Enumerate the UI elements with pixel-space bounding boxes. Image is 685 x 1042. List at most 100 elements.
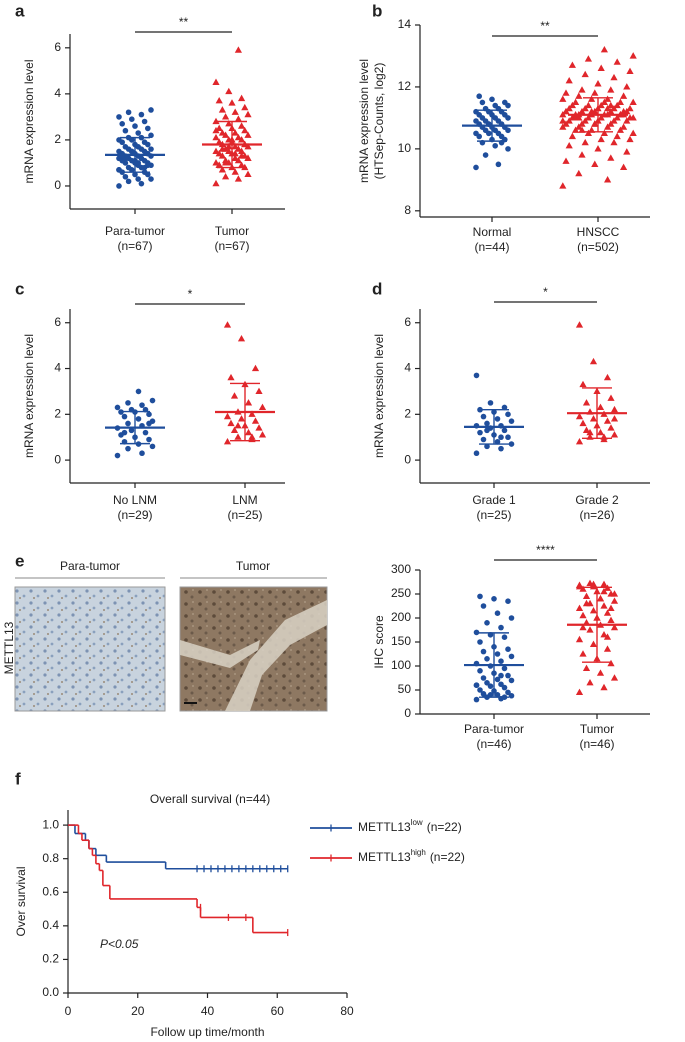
data-point	[135, 388, 142, 395]
data-point	[148, 176, 154, 182]
legend-superscript: low	[411, 818, 423, 827]
data-point	[607, 604, 615, 611]
data-point	[508, 677, 515, 684]
data-point	[244, 399, 253, 406]
data-point	[227, 419, 235, 427]
data-point	[591, 89, 599, 96]
data-point	[215, 96, 223, 104]
data-point	[218, 129, 226, 136]
data-point	[129, 148, 135, 155]
data-point	[139, 450, 145, 457]
y-tick-label: 0	[404, 452, 411, 466]
data-point	[122, 144, 129, 150]
data-point	[575, 114, 583, 121]
data-point	[484, 680, 490, 686]
data-point	[610, 405, 619, 413]
data-point	[125, 109, 132, 116]
data-point	[231, 108, 239, 115]
data-point	[223, 412, 232, 420]
n-label: (n=44)	[474, 240, 509, 254]
y-tick-label: 250	[391, 586, 411, 600]
x-tick-label: 0	[65, 1004, 72, 1018]
data-point	[501, 427, 508, 434]
data-point	[626, 67, 634, 75]
data-point	[141, 118, 148, 125]
data-point	[218, 152, 226, 159]
data-point	[568, 132, 576, 140]
data-point	[119, 121, 125, 127]
data-point	[231, 143, 239, 150]
data-point	[234, 433, 242, 440]
legend-n: (n=22)	[427, 820, 462, 834]
data-point	[610, 597, 619, 604]
data-point	[586, 679, 594, 686]
data-point	[484, 420, 490, 427]
data-point	[596, 403, 605, 411]
data-point	[594, 145, 602, 152]
data-point	[594, 80, 602, 87]
data-point	[231, 168, 239, 175]
data-point	[626, 104, 634, 112]
data-point	[589, 415, 598, 422]
data-point	[498, 672, 504, 679]
data-point	[596, 595, 605, 602]
data-point	[255, 424, 263, 431]
data-point	[218, 145, 226, 152]
y-tick-label: 6	[404, 315, 411, 329]
data-point	[128, 427, 135, 434]
n-label: (n=25)	[227, 508, 262, 522]
data-point	[223, 321, 232, 328]
data-point	[575, 688, 584, 695]
data-point	[212, 133, 220, 141]
data-point	[604, 95, 612, 102]
data-point	[579, 650, 587, 657]
data-point	[125, 400, 131, 406]
data-point	[586, 626, 594, 633]
y-tick-label: 0.4	[42, 918, 59, 932]
data-point	[135, 130, 141, 136]
data-point	[629, 114, 637, 121]
data-point	[575, 169, 583, 177]
data-point	[579, 623, 587, 631]
data-point	[122, 173, 129, 180]
data-point	[575, 321, 584, 328]
category-label: Grade 2	[575, 493, 619, 507]
y-tick-label: 4	[54, 86, 61, 100]
data-point	[473, 118, 479, 124]
data-point	[477, 687, 483, 693]
data-point	[146, 420, 152, 427]
data-point	[600, 602, 608, 609]
data-point	[480, 603, 487, 609]
data-point	[212, 78, 220, 85]
y-tick-label: 200	[391, 610, 411, 624]
data-point	[498, 434, 504, 441]
data-point	[575, 604, 584, 611]
data-point	[141, 164, 148, 171]
data-point	[575, 92, 583, 99]
stroma	[180, 600, 327, 711]
n-label: (n=67)	[117, 239, 152, 253]
data-point	[116, 114, 122, 120]
data-point	[607, 101, 615, 109]
data-point	[613, 58, 621, 65]
y-tick-label: 300	[391, 562, 411, 576]
y-tick-label: 50	[398, 682, 412, 696]
panel-letter: b	[372, 1, 382, 20]
significance-label: *	[543, 285, 548, 299]
data-point	[230, 392, 239, 399]
data-point	[149, 443, 156, 450]
data-point	[223, 437, 232, 445]
data-point	[581, 138, 589, 146]
data-point	[610, 415, 619, 422]
data-point	[629, 52, 637, 59]
data-point	[575, 412, 584, 420]
data-point	[596, 669, 605, 676]
data-point	[244, 110, 252, 118]
data-point	[565, 76, 573, 84]
category-label: Normal	[473, 225, 512, 239]
data-point	[212, 126, 220, 134]
data-point	[148, 146, 154, 152]
category-label: Tumor	[215, 224, 249, 238]
data-point	[494, 610, 501, 616]
y-tick-label: 0	[404, 706, 411, 720]
